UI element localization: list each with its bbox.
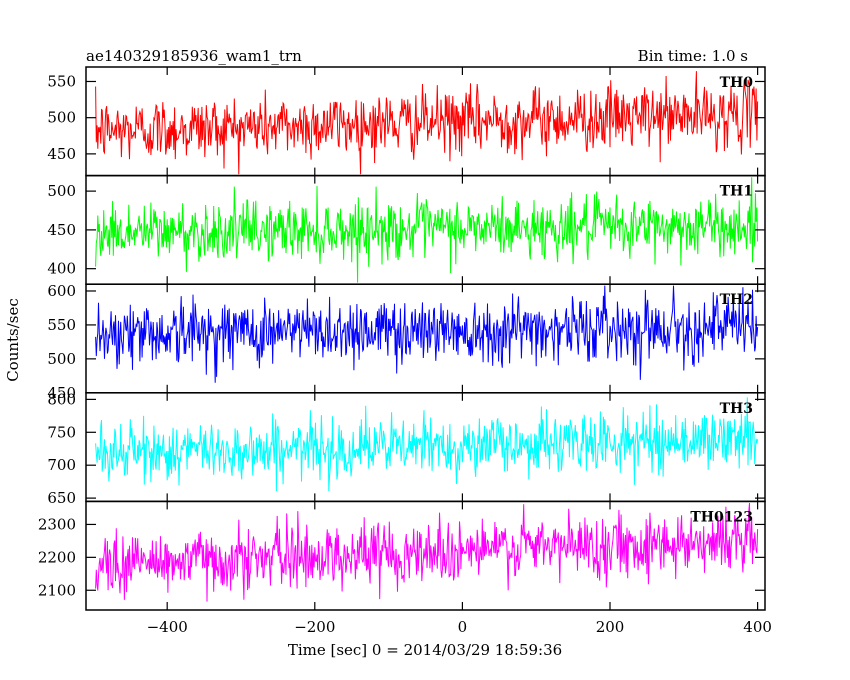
panel-frame (85, 500, 766, 611)
y-tick-label: 600 (47, 282, 76, 300)
x-tick-label: −400 (147, 618, 188, 636)
panel-label: TH0123 (690, 509, 753, 525)
panel-th2: 450 500 550 600 TH2 (47, 282, 766, 402)
y-tick-label: 750 (47, 423, 76, 441)
series-th2-line (95, 285, 759, 383)
y-tick-label: 2300 (38, 515, 76, 533)
y-tick-label: 400 (47, 260, 76, 278)
x-axis-title: Time [sec] 0 = 2014/03/29 18:59:36 (288, 641, 562, 659)
y-axis-title: Counts/sec (4, 298, 22, 382)
y-tick-label: 550 (47, 72, 76, 90)
y-tick-label: 700 (47, 456, 76, 474)
panels-group: 450 500 550 TH0 400 450 500 TH1 450 500 550 600 TH2 6… (38, 66, 766, 611)
x-tick-label: −200 (294, 618, 335, 636)
x-tick-label: 200 (596, 618, 625, 636)
panel-label: TH2 (720, 292, 753, 308)
panel-th3: 650 700 750 800 TH3 (47, 390, 766, 507)
y-tick-label: 2100 (38, 581, 76, 599)
x-tick-label: 400 (743, 618, 772, 636)
x-axis: −400 −200 0 200 400 (147, 618, 772, 636)
chart-header-right: Bin time: 1.0 s (638, 47, 748, 65)
y-tick-label: 550 (47, 316, 76, 334)
y-tick-label: 800 (47, 390, 76, 408)
y-tick-label: 500 (47, 182, 76, 200)
panel-label: TH0 (720, 75, 754, 91)
y-tick-label: 500 (47, 350, 76, 368)
y-tick-label: 450 (47, 145, 76, 163)
series-th3-line (95, 397, 759, 492)
series-th0-line (95, 71, 759, 175)
series-th0123-line (95, 502, 759, 602)
y-tick-label: 450 (47, 221, 76, 239)
y-tick-label: 500 (47, 109, 76, 127)
chart-header-left: ae140329185936_wam1_trn (86, 47, 302, 65)
y-tick-label: 650 (47, 489, 76, 507)
panel-label: TH3 (720, 401, 753, 417)
panel-th0123: 2100 2200 2300 TH0123 (38, 500, 766, 611)
y-tick-label: 450 (47, 384, 76, 402)
panel-label: TH1 (720, 184, 753, 200)
x-tick-label: 0 (458, 618, 468, 636)
panel-th0: 450 500 550 TH0 (47, 66, 766, 177)
y-tick-label: 2200 (38, 548, 76, 566)
panel-th1: 400 450 500 TH1 (47, 174, 766, 285)
series-th1-line (95, 177, 759, 283)
